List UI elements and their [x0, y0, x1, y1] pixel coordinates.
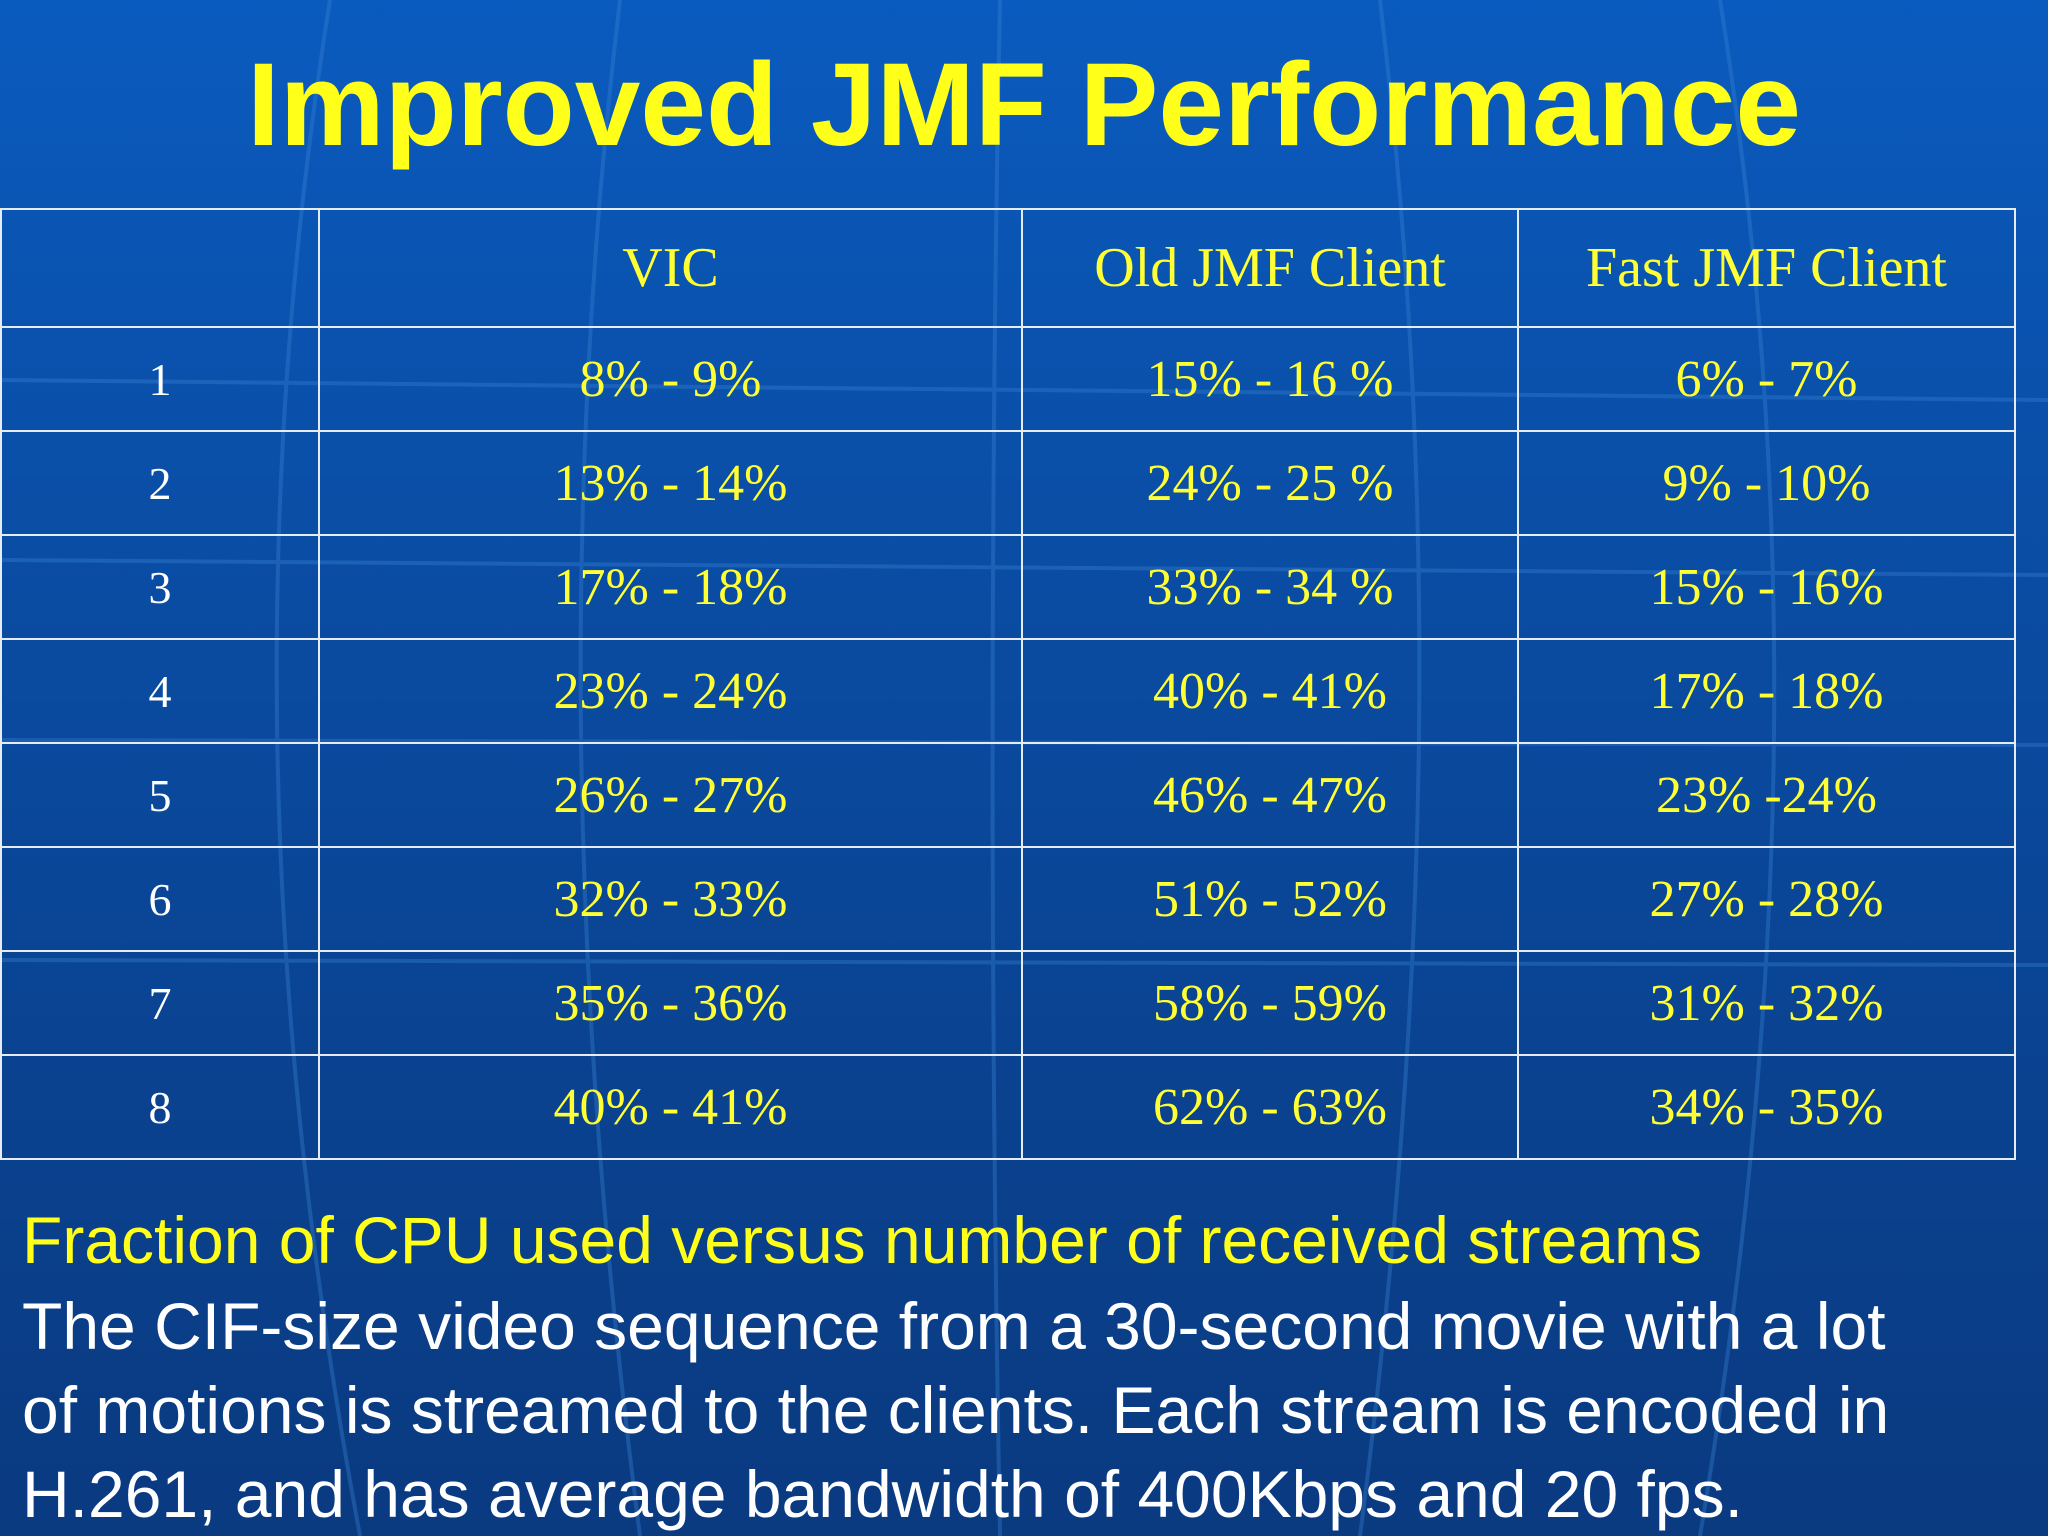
- table-row: 8 40% - 41% 62% - 63% 34% - 35%: [1, 1055, 2015, 1159]
- stream-count: 3: [1, 535, 319, 639]
- fast-jmf-cpu: 6% - 7%: [1518, 327, 2015, 431]
- fast-jmf-cpu: 31% - 32%: [1518, 951, 2015, 1055]
- old-jmf-cpu: 40% - 41%: [1022, 639, 1518, 743]
- table-row: 4 23% - 24% 40% - 41% 17% - 18%: [1, 639, 2015, 743]
- old-jmf-cpu: 33% - 34 %: [1022, 535, 1518, 639]
- vic-cpu: 40% - 41%: [319, 1055, 1022, 1159]
- old-jmf-cpu: 46% - 47%: [1022, 743, 1518, 847]
- description-line: of motions is streamed to the clients. E…: [22, 1368, 2022, 1452]
- fast-jmf-cpu: 27% - 28%: [1518, 847, 2015, 951]
- stream-count: 8: [1, 1055, 319, 1159]
- vic-cpu: 23% - 24%: [319, 639, 1022, 743]
- table-row: 5 26% - 27% 46% - 47% 23% -24%: [1, 743, 2015, 847]
- table-header-row: VIC Old JMF Client Fast JMF Client: [1, 209, 2015, 327]
- stream-count: 5: [1, 743, 319, 847]
- slide-title: Improved JMF Performance: [0, 40, 2048, 170]
- vic-cpu: 26% - 27%: [319, 743, 1022, 847]
- old-jmf-cpu: 58% - 59%: [1022, 951, 1518, 1055]
- table-row: 7 35% - 36% 58% - 59% 31% - 32%: [1, 951, 2015, 1055]
- stream-count: 2: [1, 431, 319, 535]
- vic-cpu: 8% - 9%: [319, 327, 1022, 431]
- old-jmf-cpu: 24% - 25 %: [1022, 431, 1518, 535]
- header-empty: [1, 209, 319, 327]
- stream-count: 6: [1, 847, 319, 951]
- stream-count: 7: [1, 951, 319, 1055]
- vic-cpu: 17% - 18%: [319, 535, 1022, 639]
- fast-jmf-cpu: 23% -24%: [1518, 743, 2015, 847]
- old-jmf-cpu: 62% - 63%: [1022, 1055, 1518, 1159]
- table-caption: Fraction of CPU used versus number of re…: [22, 1198, 2022, 1282]
- fast-jmf-cpu: 34% - 35%: [1518, 1055, 2015, 1159]
- fast-jmf-cpu: 17% - 18%: [1518, 639, 2015, 743]
- fast-jmf-cpu: 9% - 10%: [1518, 431, 2015, 535]
- fast-jmf-cpu: 15% - 16%: [1518, 535, 2015, 639]
- vic-cpu: 13% - 14%: [319, 431, 1022, 535]
- stream-count: 4: [1, 639, 319, 743]
- header-fast-jmf-client: Fast JMF Client: [1518, 209, 2015, 327]
- performance-table: VIC Old JMF Client Fast JMF Client 1 8% …: [0, 208, 2016, 1160]
- vic-cpu: 35% - 36%: [319, 951, 1022, 1055]
- header-vic: VIC: [319, 209, 1022, 327]
- header-old-jmf-client: Old JMF Client: [1022, 209, 1518, 327]
- table-row: 1 8% - 9% 15% - 16 % 6% - 7%: [1, 327, 2015, 431]
- table-row: 2 13% - 14% 24% - 25 % 9% - 10%: [1, 431, 2015, 535]
- table-row: 3 17% - 18% 33% - 34 % 15% - 16%: [1, 535, 2015, 639]
- table-row: 6 32% - 33% 51% - 52% 27% - 28%: [1, 847, 2015, 951]
- stream-count: 1: [1, 327, 319, 431]
- description-line: The CIF-size video sequence from a 30-se…: [22, 1284, 2022, 1368]
- old-jmf-cpu: 15% - 16 %: [1022, 327, 1518, 431]
- old-jmf-cpu: 51% - 52%: [1022, 847, 1518, 951]
- description-line: H.261, and has average bandwidth of 400K…: [22, 1452, 2022, 1536]
- vic-cpu: 32% - 33%: [319, 847, 1022, 951]
- description: The CIF-size video sequence from a 30-se…: [22, 1284, 2022, 1536]
